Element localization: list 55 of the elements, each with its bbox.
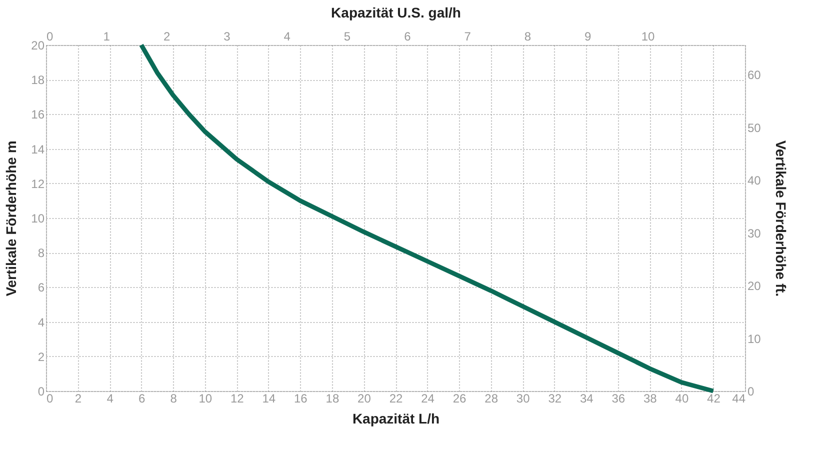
x-tick-label: 22	[389, 392, 403, 406]
y-tick-label: 8	[38, 246, 45, 260]
x2-tick-label: 4	[284, 30, 291, 44]
x-tick-label: 4	[106, 392, 114, 406]
x-tick-label: 14	[262, 392, 276, 406]
x-tick-label: 42	[707, 392, 721, 406]
y-tick-label: 10	[31, 212, 45, 226]
x2-tick-label: 2	[163, 30, 170, 44]
x-tick-label: 30	[516, 392, 530, 406]
x-tick-label: 2	[74, 392, 82, 406]
y-tick-label: 4	[38, 315, 45, 330]
y-tick-label: 16	[31, 108, 45, 122]
x2-axis-title: Kapazität U.S. gal/h	[331, 4, 461, 20]
x-tick-label: 6	[138, 392, 146, 406]
x-tick-label: 18	[326, 392, 340, 406]
y-tick-label: 6	[38, 280, 45, 295]
x-tick-label: 20	[358, 392, 372, 406]
y-tick-label: 20	[31, 38, 45, 52]
y2-tick-label: 10	[748, 332, 762, 346]
x-tick-label: 36	[612, 392, 626, 406]
x2-tick-label: 10	[641, 30, 656, 44]
line-series	[139, 42, 716, 394]
y2-tick-label: 60	[748, 68, 762, 82]
x-tick-label: 0	[46, 392, 54, 406]
x-tick-label: 38	[644, 392, 658, 406]
x-axis-title: Kapazität L/h	[352, 410, 440, 426]
x2-tick-label: 3	[224, 30, 231, 44]
y2-tick-label: 50	[748, 120, 762, 135]
x-tick-label: 12	[230, 392, 244, 406]
x2-tick-label: 5	[344, 30, 351, 44]
x-tick-label: 44	[732, 392, 746, 406]
x2-tick-label: 9	[584, 30, 592, 44]
x-tick-label: 28	[484, 392, 498, 406]
y2-tick-label: 20	[748, 279, 762, 294]
x2-tick-label: 6	[404, 30, 412, 44]
y-tick-label: 2	[38, 350, 45, 364]
y2-axis-title: Vertikale Förderhöhe ft.	[772, 140, 789, 297]
x-tick-label: 10	[198, 392, 212, 406]
x-tick-label: 24	[421, 392, 435, 406]
y2-tick-label: 30	[748, 226, 762, 240]
y-tick-label: 14	[31, 142, 45, 156]
x2-tick-label: 0	[46, 30, 54, 44]
x2-tick-label: 8	[524, 30, 532, 44]
x-tick-label: 34	[580, 392, 594, 406]
y-axis-title: Vertikale Förderhöhe m	[3, 140, 20, 296]
x-tick-label: 26	[452, 392, 467, 406]
y2-tick-label: 40	[748, 174, 762, 188]
x-tick-label: 16	[294, 392, 308, 406]
x-tick-label: 8	[170, 392, 178, 406]
y-tick-label: 18	[31, 73, 45, 88]
x-tick-label: 40	[675, 392, 689, 406]
x2-tick-label: 7	[464, 30, 472, 44]
x2-tick-label: 1	[103, 30, 110, 44]
y-tick-label: 12	[31, 176, 45, 191]
x-tick-label: 32	[548, 392, 562, 406]
